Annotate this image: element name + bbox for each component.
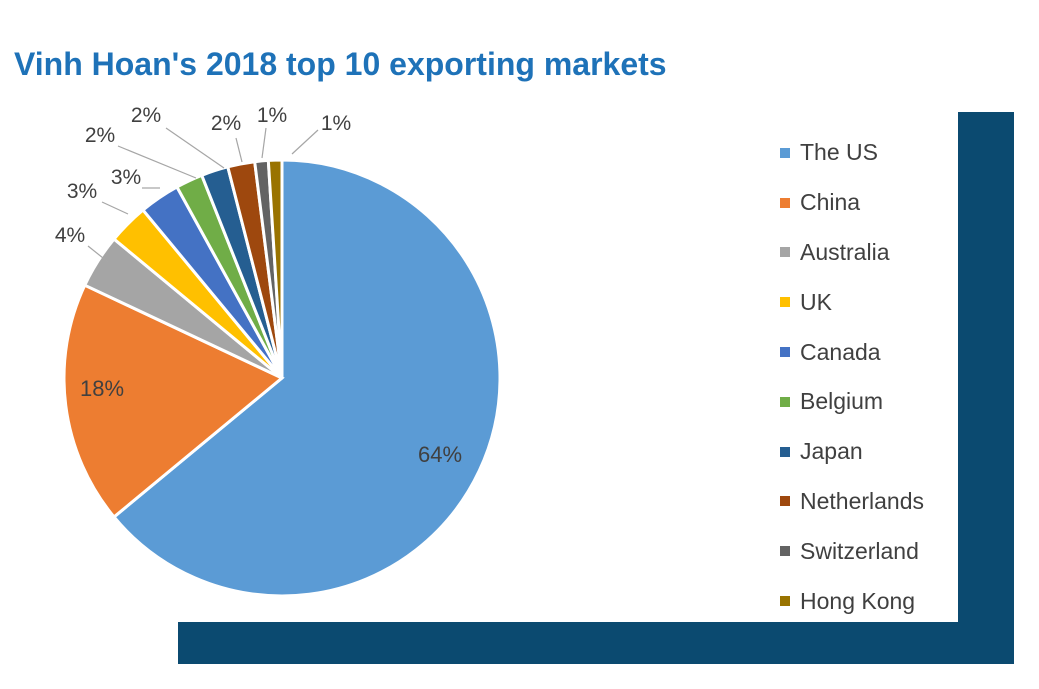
pie-slice-hong-kong bbox=[266, 158, 284, 379]
decorative-frame-right bbox=[958, 112, 1014, 664]
leader-line bbox=[165, 127, 225, 169]
legend-item: The US bbox=[780, 128, 924, 178]
legend-label: Switzerland bbox=[800, 537, 919, 564]
legend-item: Japan bbox=[780, 427, 924, 477]
data-label: 3% bbox=[67, 180, 97, 203]
data-label: 2% bbox=[85, 124, 115, 147]
leader-line bbox=[235, 137, 243, 163]
legend-item: UK bbox=[780, 277, 924, 327]
legend-label: The US bbox=[800, 139, 878, 166]
legend-label: China bbox=[800, 189, 861, 216]
data-label: 18% bbox=[80, 376, 124, 401]
legend-swatch bbox=[780, 596, 790, 607]
legend-swatch bbox=[780, 396, 790, 407]
leader-line bbox=[87, 245, 109, 263]
data-label: 4% bbox=[55, 224, 85, 247]
pie-slice-the-us bbox=[111, 158, 502, 598]
legend-item: Belgium bbox=[780, 377, 924, 427]
data-label: 1% bbox=[257, 104, 287, 127]
legend-item: Hong Kong bbox=[780, 576, 924, 626]
legend-item: Netherlands bbox=[780, 477, 924, 527]
legend-swatch bbox=[780, 446, 790, 457]
legend-swatch bbox=[780, 297, 790, 308]
legend-swatch bbox=[780, 147, 790, 158]
legend-swatch bbox=[780, 247, 790, 258]
legend-swatch bbox=[780, 496, 790, 507]
legend-swatch bbox=[780, 546, 790, 557]
data-label: 3% bbox=[111, 166, 141, 189]
leader-line bbox=[291, 129, 319, 155]
chart-legend: The US China Australia UK Canada Belgium Japan… bbox=[780, 128, 924, 626]
legend-swatch bbox=[780, 197, 790, 208]
legend-item: Switzerland bbox=[780, 526, 924, 576]
legend-label: UK bbox=[800, 288, 832, 315]
legend-item: Canada bbox=[780, 327, 924, 377]
legend-swatch bbox=[780, 347, 790, 358]
chart-title: Vinh Hoan's 2018 top 10 exporting market… bbox=[14, 46, 667, 82]
leader-line bbox=[261, 127, 267, 159]
legend-label: Hong Kong bbox=[800, 587, 916, 614]
legend-label: Japan bbox=[800, 438, 863, 465]
decorative-frame-bottom bbox=[178, 622, 1014, 664]
legend-item: Australia bbox=[780, 228, 924, 278]
legend-label: Netherlands bbox=[800, 487, 925, 514]
legend-item: China bbox=[780, 178, 924, 228]
legend-label: Belgium bbox=[800, 388, 884, 415]
data-label: 2% bbox=[211, 112, 241, 135]
legend-label: Canada bbox=[800, 338, 881, 365]
data-label: 1% bbox=[321, 112, 351, 135]
leader-line bbox=[117, 145, 197, 179]
leader-line bbox=[101, 201, 129, 215]
pie-slice-china bbox=[62, 283, 285, 520]
legend-label: Australia bbox=[800, 238, 890, 265]
data-label: 64% bbox=[418, 442, 462, 467]
data-label: 2% bbox=[131, 104, 161, 127]
